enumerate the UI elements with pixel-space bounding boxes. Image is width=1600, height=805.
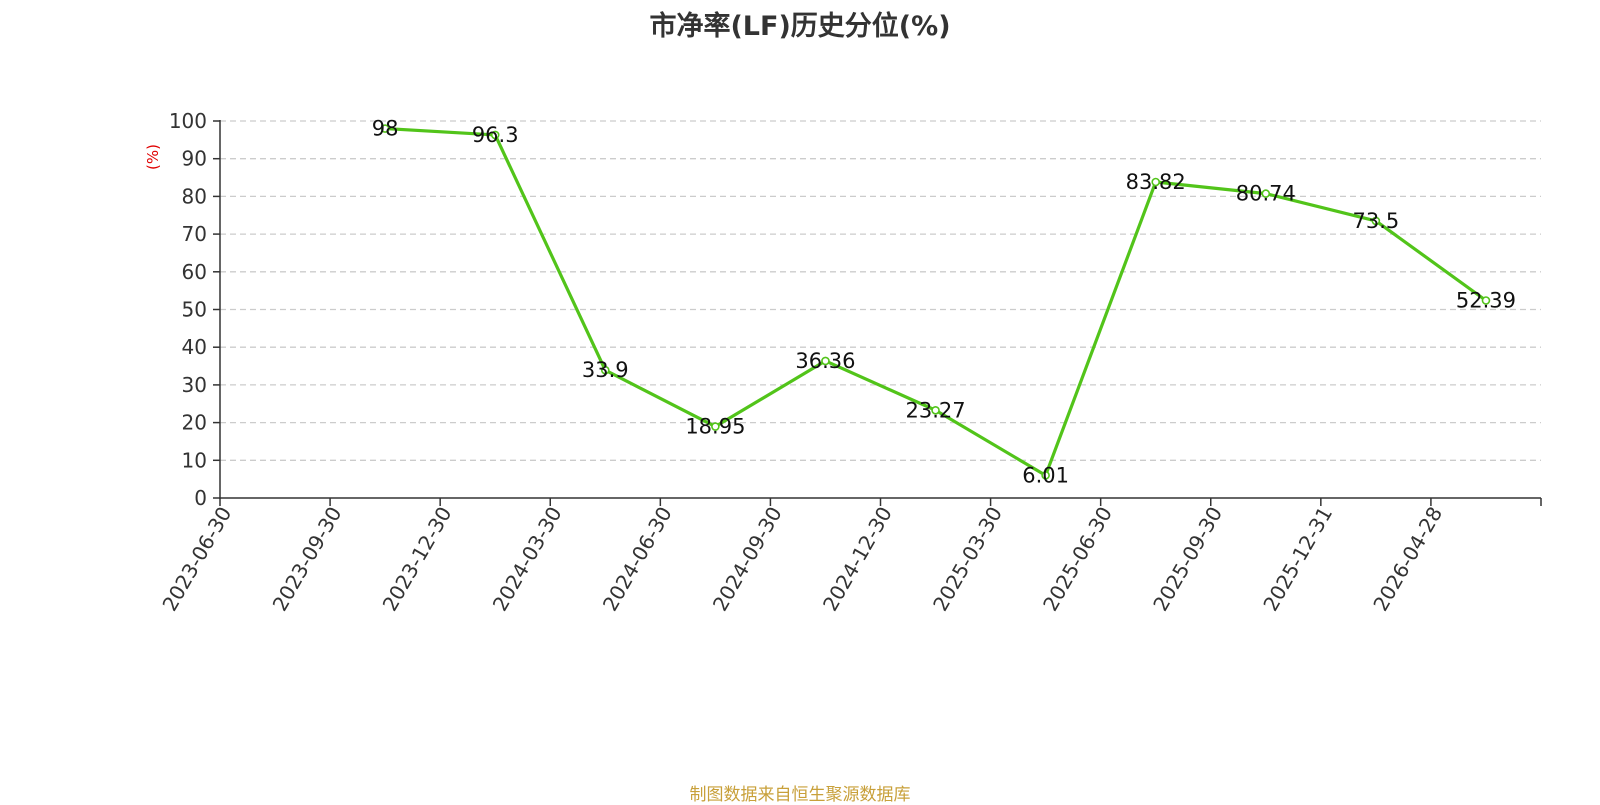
x-tick-label: 2024-12-30 (818, 503, 897, 616)
x-tick-label: 2025-12-31 (1258, 503, 1337, 616)
data-point (1481, 296, 1491, 305)
x-tick-label: 2025-06-30 (1038, 503, 1117, 616)
x-tick-label: 2025-09-30 (1148, 503, 1227, 616)
x-tick-label: 2024-06-30 (598, 503, 677, 616)
y-tick-label: 100 (169, 109, 207, 133)
x-tick-label: 2025-03-30 (928, 502, 1007, 615)
data-label: 96.3 (472, 123, 519, 147)
data-labels: 98 96.3 33.9 18.95 36.36 23.27 6.01 83.82 80.74 7… (372, 117, 1516, 488)
y-tick-label: 10 (182, 448, 207, 472)
data-point (1151, 177, 1161, 187)
grid-lines (220, 120, 1541, 461)
data-point (1261, 189, 1271, 198)
x-tick-label: 2024-03-30 (488, 503, 567, 616)
source-note: 制图数据来自恒生聚源数据库 (689, 785, 911, 805)
data-label: 33.9 (582, 358, 629, 382)
y-tick-label: 30 (182, 373, 207, 397)
x-tick-label: 2026-04-28 (1368, 503, 1447, 616)
y-tick-label: 80 (182, 184, 207, 208)
y-tick-label: 70 (182, 222, 207, 246)
data-point (1371, 216, 1381, 226)
data-label: 98 (372, 117, 399, 141)
y-tick-label: 40 (182, 335, 207, 359)
data-label: 23.27 (905, 398, 965, 422)
series-line-group (380, 124, 1491, 480)
data-label: 80.74 (1236, 182, 1296, 206)
data-label: 73.5 (1352, 209, 1399, 233)
data-point (821, 356, 830, 366)
data-point (931, 405, 940, 415)
chart-title: 市净率(LF)历史分位(%) (649, 11, 951, 42)
y-tick-label: 0 (194, 486, 207, 510)
series-line (385, 126, 1487, 477)
y-axis-title: (%) (144, 144, 162, 170)
data-point (1041, 471, 1050, 480)
x-tick-label: 2023-12-30 (378, 502, 457, 615)
y-tick-label: 90 (182, 147, 207, 171)
x-tick-label: 2023-09-30 (268, 503, 347, 616)
data-label: 52.39 (1456, 288, 1516, 312)
data-label: 6.01 (1022, 463, 1069, 487)
y-tick-label: 50 (182, 298, 207, 322)
data-point (380, 124, 390, 133)
y-tick-label: 60 (182, 260, 207, 284)
x-tick-label: 2023-06-30 (157, 503, 236, 616)
data-label: 18.95 (685, 415, 745, 439)
x-tick-label: 2024-09-30 (708, 503, 787, 616)
data-label: 83.82 (1126, 170, 1186, 194)
data-point (711, 422, 720, 431)
data-point (600, 365, 610, 375)
data-point (490, 130, 500, 140)
y-tick-label: 20 (182, 411, 207, 435)
data-label: 36.36 (795, 349, 855, 373)
